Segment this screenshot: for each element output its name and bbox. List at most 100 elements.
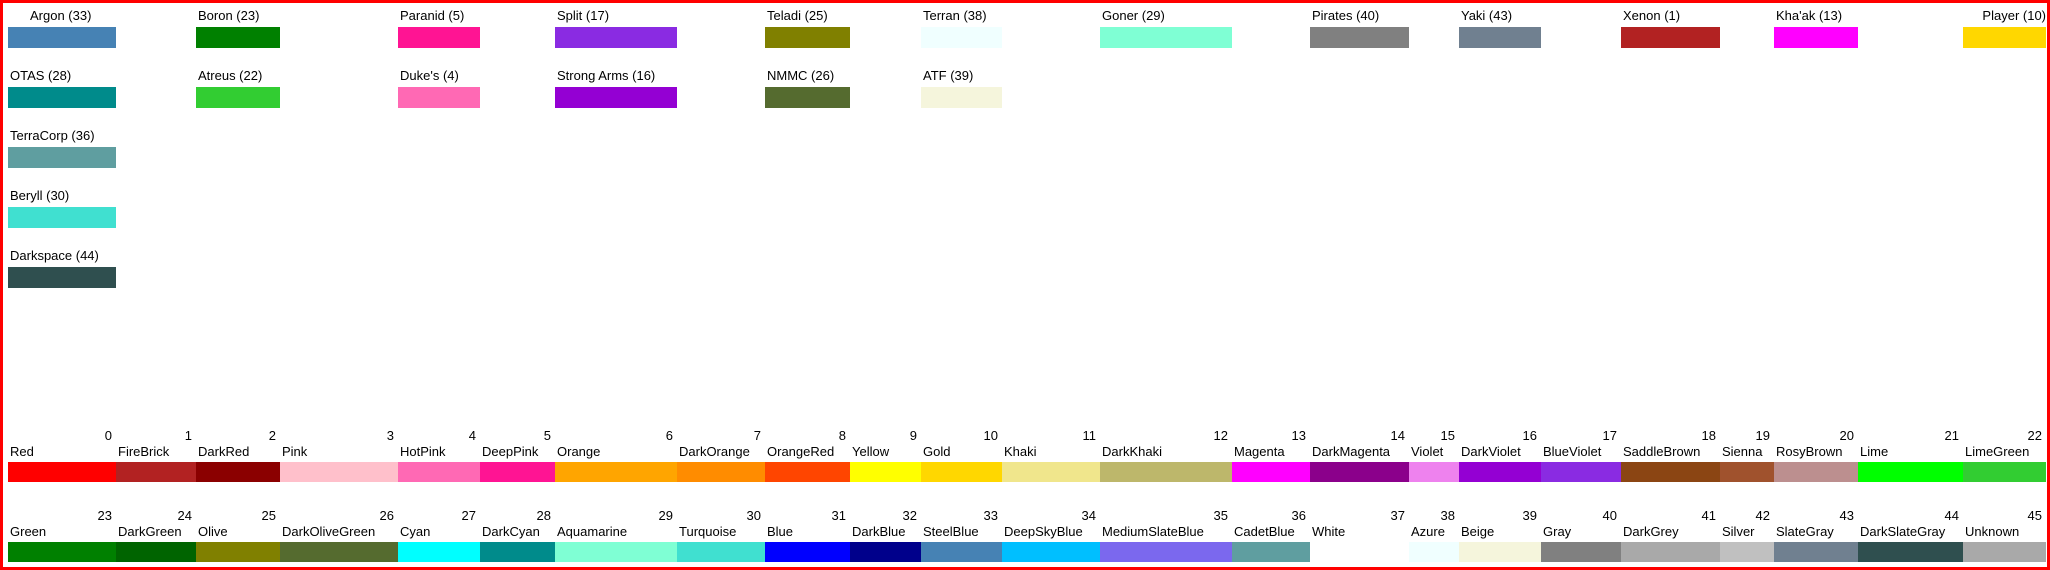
race-legend-yaki: Yaki (43) (1459, 8, 1541, 50)
color-entry-cadetblue: 36 CadetBlue (1232, 508, 1310, 562)
color-name: LimeGreen (1965, 444, 2030, 459)
color-swatch (1963, 462, 2046, 482)
color-swatch (480, 542, 555, 562)
race-legend-darkspace: Darkspace (44) (8, 248, 116, 290)
color-swatch (398, 542, 480, 562)
color-name: CadetBlue (1234, 524, 1295, 539)
color-entry-darkcyan: 28 DarkCyan (480, 508, 555, 562)
color-index: 6 (665, 428, 673, 443)
race-label: Terran (38) (923, 8, 987, 23)
race-legend-pirates: Pirates (40) (1310, 8, 1409, 50)
color-index: 18 (1701, 428, 1716, 443)
race-swatch (555, 87, 677, 108)
race-label: Yaki (43) (1461, 8, 1513, 23)
color-name: Unknown (1965, 524, 2020, 539)
race-label: NMMC (26) (767, 68, 835, 83)
color-entry-violet: 15 Violet (1409, 428, 1459, 482)
color-entry-green: 23 Green (8, 508, 116, 562)
race-legend-dukes: Duke's (4) (398, 68, 480, 110)
race-swatch (1459, 27, 1541, 48)
race-legend-beryll: Beryll (30) (8, 188, 116, 230)
race-swatch (765, 87, 850, 108)
color-swatch (398, 462, 480, 482)
color-name: DarkRed (198, 444, 250, 459)
color-index: 8 (838, 428, 846, 443)
race-legend-paranid: Paranid (5) (398, 8, 480, 50)
color-entry-red: 0 Red (8, 428, 116, 482)
color-swatch (1100, 462, 1232, 482)
race-label: Pirates (40) (1312, 8, 1380, 23)
color-swatch (1774, 542, 1858, 562)
color-swatch (1720, 462, 1774, 482)
color-index: 22 (2027, 428, 2042, 443)
race-label: Kha'ak (13) (1776, 8, 1843, 23)
color-index: 43 (1839, 508, 1854, 523)
race-label: Paranid (5) (400, 8, 465, 23)
color-index: 44 (1944, 508, 1959, 523)
color-index: 1 (184, 428, 192, 443)
color-entry-limegreen: 22 LimeGreen (1963, 428, 2046, 482)
color-swatch (921, 462, 1002, 482)
race-legend-atf: ATF (39) (921, 68, 1002, 110)
color-name: Silver (1722, 524, 1755, 539)
race-swatch (398, 87, 480, 108)
color-swatch (1621, 542, 1720, 562)
race-swatch (1100, 27, 1232, 48)
color-name: Azure (1411, 524, 1445, 539)
color-entry-darkgrey: 41 DarkGrey (1621, 508, 1720, 562)
color-entry-steelblue: 33 SteelBlue (921, 508, 1002, 562)
color-swatch (850, 542, 921, 562)
race-label: Duke's (4) (400, 68, 459, 83)
color-index: 25 (261, 508, 276, 523)
color-swatch (555, 542, 677, 562)
color-index: 38 (1440, 508, 1455, 523)
race-swatch (1621, 27, 1720, 48)
color-name: Gray (1543, 524, 1572, 539)
color-entry-slategray: 43 SlateGray (1774, 508, 1858, 562)
color-entry-darkred: 2 DarkRed (196, 428, 280, 482)
color-name: SlateGray (1776, 524, 1834, 539)
color-name: Cyan (400, 524, 431, 539)
color-swatch (196, 542, 280, 562)
race-label: Strong Arms (16) (557, 68, 656, 83)
color-entry-lime: 21 Lime (1858, 428, 1963, 482)
race-legend-khaak: Kha'ak (13) (1774, 8, 1858, 50)
color-swatch (1459, 462, 1541, 482)
color-name: Magenta (1234, 444, 1285, 459)
color-swatch (1963, 542, 2046, 562)
color-swatch (1310, 542, 1409, 562)
color-entry-beige: 39 Beige (1459, 508, 1541, 562)
race-swatch (196, 87, 280, 108)
color-index: 4 (468, 428, 476, 443)
color-index: 32 (902, 508, 917, 523)
race-legend-split: Split (17) (555, 8, 677, 50)
color-name: DeepSkyBlue (1004, 524, 1083, 539)
color-name: BlueViolet (1543, 444, 1602, 459)
race-swatch (8, 267, 116, 288)
color-entry-rosybrown: 20 RosyBrown (1774, 428, 1858, 482)
color-index: 30 (746, 508, 761, 523)
race-legend-teladi: Teladi (25) (765, 8, 850, 50)
race-swatch (921, 87, 1002, 108)
color-swatch (280, 462, 398, 482)
color-index: 41 (1701, 508, 1716, 523)
color-swatch (850, 462, 921, 482)
color-swatch (1541, 542, 1621, 562)
race-swatch (1310, 27, 1409, 48)
color-name: DarkMagenta (1312, 444, 1391, 459)
race-swatch (8, 87, 116, 108)
color-index: 2 (268, 428, 276, 443)
color-name: FireBrick (118, 444, 170, 459)
race-label: Boron (23) (198, 8, 260, 23)
color-swatch (921, 542, 1002, 562)
race-legend-strong-arms: Strong Arms (16) (555, 68, 677, 110)
color-index: 36 (1291, 508, 1306, 523)
color-entry-orangered: 8 OrangeRed (765, 428, 850, 482)
color-name: RosyBrown (1776, 444, 1843, 459)
color-entry-gold: 10 Gold (921, 428, 1002, 482)
color-index: 21 (1944, 428, 1959, 443)
color-swatch (1100, 542, 1232, 562)
color-name: MediumSlateBlue (1102, 524, 1204, 539)
color-entry-olive: 25 Olive (196, 508, 280, 562)
